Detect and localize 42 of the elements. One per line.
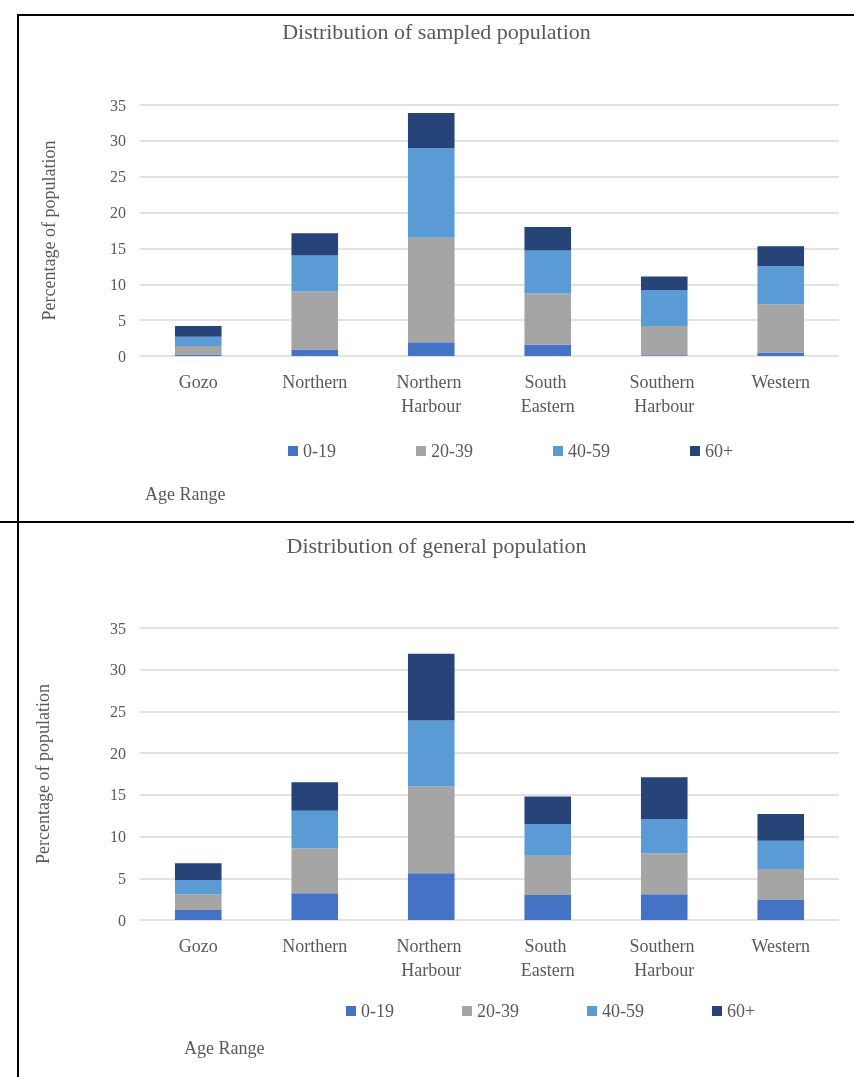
x-tick-label: Western — [751, 936, 811, 956]
legend-label: 40-59 — [601, 1001, 644, 1021]
y-tick-label: 5 — [118, 869, 126, 887]
y-tick-label: 10 — [110, 275, 126, 293]
x-tick-label: Northern — [282, 936, 348, 956]
x-tick-label: Northern Harbour — [396, 372, 466, 416]
legend-label: 40-59 — [567, 441, 610, 461]
y-tick-label: 30 — [110, 661, 126, 679]
x-tick-label: Northern — [282, 372, 348, 392]
chart-title: Distribution of sampled population — [282, 18, 591, 44]
x-tick-label: Gozo — [178, 936, 218, 956]
x-tick-label: Southern Harbour — [629, 936, 699, 980]
legend-label: 60+ — [726, 1001, 756, 1021]
x-tick-label: Northern Harbour — [396, 936, 466, 980]
y-axis-title: Percentage of population — [39, 140, 59, 321]
legend-label: 60+ — [704, 441, 734, 461]
legend-label: 0-19 — [303, 441, 336, 461]
y-tick-label: 35 — [110, 619, 126, 637]
y-tick-label: 0 — [118, 911, 126, 929]
x-tick-label: South Eastern — [520, 936, 575, 980]
y-tick-label: 25 — [110, 168, 126, 186]
y-tick-label: 35 — [110, 96, 126, 114]
x-axis-title: Age Range — [184, 1038, 265, 1058]
y-tick-label: 5 — [118, 311, 126, 329]
y-tick-label: 15 — [110, 239, 126, 257]
chart-title: Distribution of general population — [286, 532, 587, 558]
x-tick-label: Southern Harbour — [629, 372, 699, 416]
y-axis-title: Percentage of population — [33, 684, 53, 864]
y-tick-label: 20 — [110, 204, 126, 222]
legend-label: 0-19 — [361, 1001, 394, 1021]
y-tick-label: 0 — [118, 347, 126, 365]
y-tick-label: 20 — [110, 744, 126, 762]
legend-label: 20-39 — [476, 1001, 519, 1021]
x-axis-title: Age Range — [145, 484, 226, 504]
y-tick-label: 15 — [110, 786, 126, 804]
y-tick-label: 25 — [110, 702, 126, 720]
x-tick-label: South Eastern — [520, 372, 575, 416]
x-tick-label: Western — [751, 372, 811, 392]
x-tick-label: Gozo — [178, 372, 218, 392]
y-tick-label: 30 — [110, 132, 126, 150]
y-tick-label: 10 — [110, 828, 126, 846]
legend-label: 20-39 — [430, 441, 473, 461]
